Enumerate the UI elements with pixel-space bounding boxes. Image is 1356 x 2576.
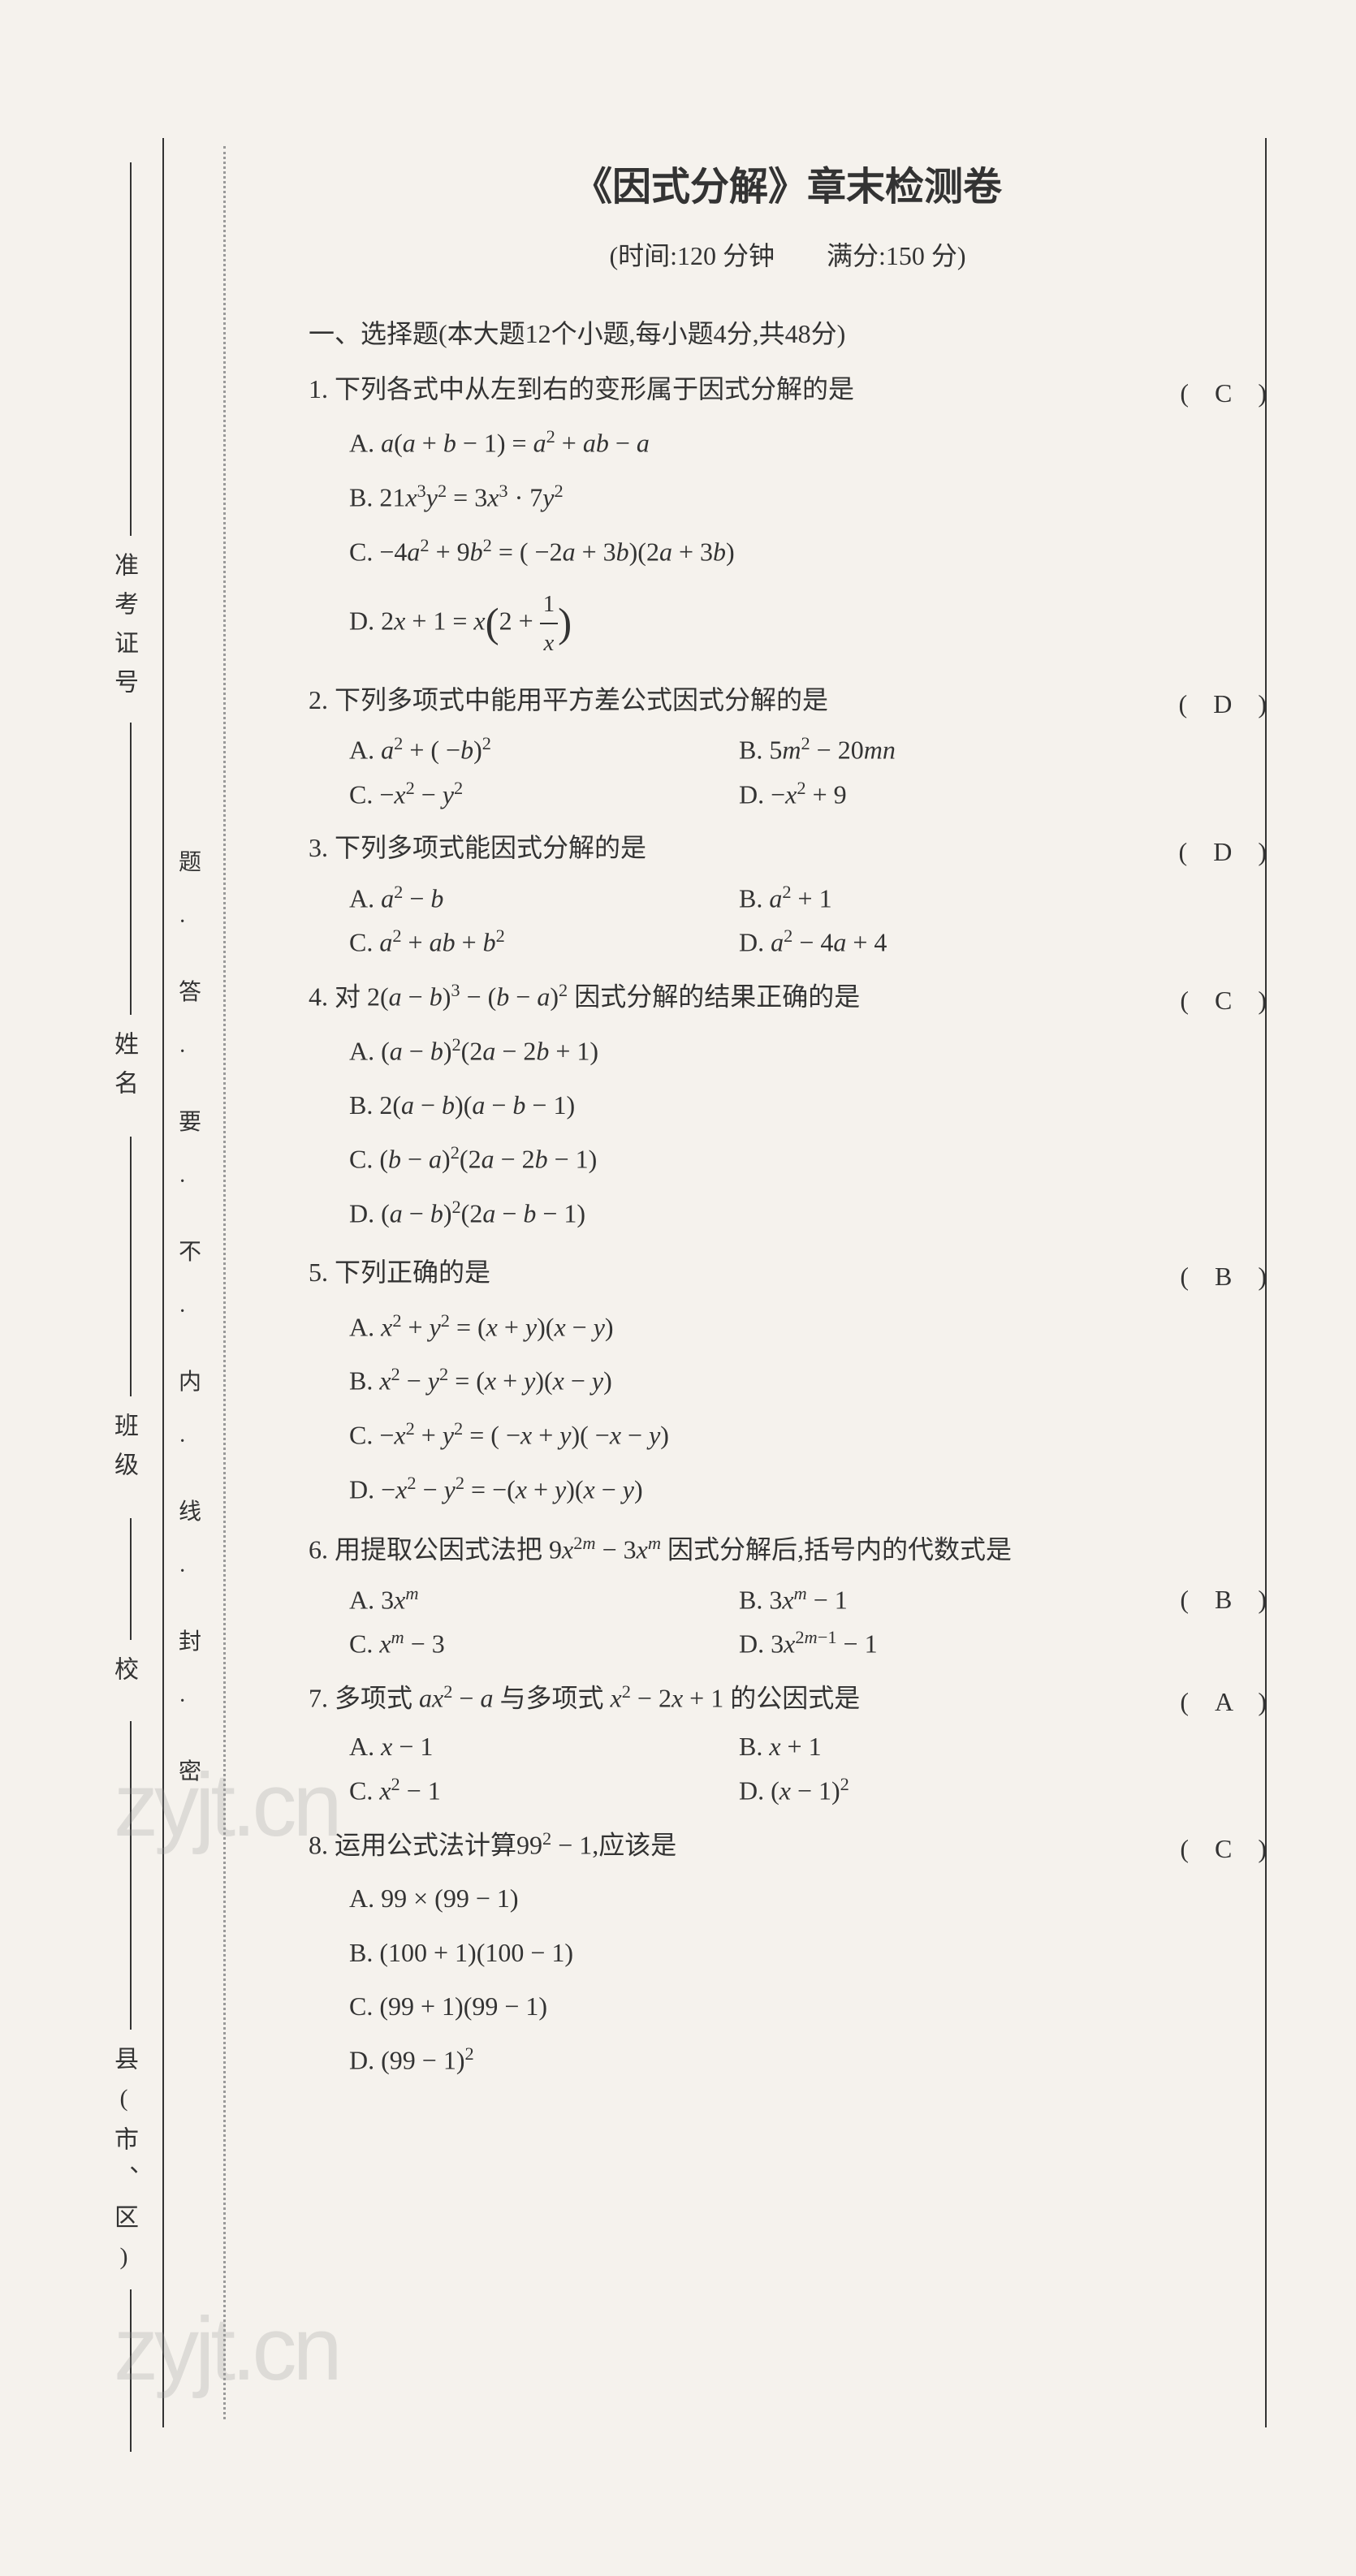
q2-optB: B. 5m2 − 20mn (739, 733, 1129, 766)
q7-optD: D. (x − 1)2 (739, 1774, 1129, 1806)
q3-row1: A. a2 − b B. a2 + 1 (349, 882, 1267, 914)
q2-row2: C. −x2 − y2 D. −x2 + 9 (349, 778, 1267, 810)
q2-answer: ( D ) (1179, 684, 1267, 721)
q8-answer: ( C ) (1180, 1828, 1267, 1866)
q5-answer: ( B ) (1180, 1256, 1267, 1293)
q3-optA: A. a2 − b (349, 882, 739, 914)
q5-text: 5. 下列正确的是 (309, 1252, 1145, 1293)
label-school: 校 (106, 1656, 141, 1695)
q6-answer: ( B ) (1180, 1579, 1267, 1616)
q7-optC: C. x2 − 1 (349, 1774, 739, 1806)
q4-optB: B. 2(a − b)(a − b − 1) (349, 1085, 1267, 1126)
q7-row1: A. x − 1 B. x + 1 (349, 1732, 1267, 1762)
q1-text: 1. 下列各式中从左到右的变形属于因式分解的是 (309, 369, 1145, 410)
q7-row2: C. x2 − 1 D. (x − 1)2 (349, 1774, 1267, 1806)
q3-answer: ( D ) (1179, 831, 1267, 869)
label-name: 姓名 (106, 1031, 141, 1109)
q4-answer: ( C ) (1180, 980, 1267, 1017)
q1-optC: C. −4a2 + 9b2 = ( −2a + 3b)(2a + 3b) (349, 531, 1267, 573)
q8-text: 8. 运用公式法计算992 − 1,应该是 (309, 1824, 1145, 1866)
q6-optB: B. 3xm − 1 (739, 1583, 1129, 1616)
question-4: 4. 对 2(a − b)3 − (b − a)2 因式分解的结果正确的是 ( … (309, 976, 1267, 1018)
q8-optB: B. (100 + 1)(100 − 1) (349, 1932, 1267, 1974)
q8-optC: C. (99 + 1)(99 − 1) (349, 1986, 1267, 2027)
q1-optA: A. a(a + b − 1) = a2 + ab − a (349, 422, 1267, 464)
q1-optB: B. 21x3y2 = 3x3 · 7y2 (349, 477, 1267, 519)
question-5: 5. 下列正确的是 ( B ) (309, 1252, 1267, 1293)
q3-row2: C. a2 + ab + b2 D. a2 − 4a + 4 (349, 926, 1267, 958)
q5-optA: A. x2 + y2 = (x + y)(x − y) (349, 1306, 1267, 1348)
q2-text: 2. 下列多项式中能用平方差公式因式分解的是 (309, 680, 1145, 721)
left-border (162, 138, 164, 2427)
q7-optA: A. x − 1 (349, 1732, 739, 1762)
q6-text: 6. 用提取公因式法把 9x2m − 3xm 因式分解后,括号内的代数式是 (309, 1529, 1267, 1571)
q1-answer: ( C ) (1180, 373, 1267, 410)
q2-optC: C. −x2 − y2 (349, 778, 739, 810)
label-district: 县(市、区) (106, 2046, 141, 2285)
exam-content: 《因式分解》章末检测卷 (时间:120 分钟 满分:150 分) 一、选择题(本… (309, 138, 1267, 2082)
q3-optB: B. a2 + 1 (739, 882, 1129, 914)
sidebar-info-column: 准考证号 姓名 班级 校 县(市、区) (106, 162, 154, 2354)
q2-row1: A. a2 + ( −b)2 B. 5m2 − 20mn (349, 733, 1267, 766)
label-class: 班级 (106, 1413, 141, 1491)
q3-text: 3. 下列多项式能因式分解的是 (309, 827, 1145, 869)
question-2: 2. 下列多项式中能用平方差公式因式分解的是 ( D ) (309, 680, 1267, 721)
q7-optB: B. x + 1 (739, 1732, 1129, 1762)
q8-optA: A. 99 × (99 − 1) (349, 1878, 1267, 1919)
q1-optD: D. 2x + 1 = x(2 + 1x) (349, 585, 1267, 662)
q3-optD: D. a2 − 4a + 4 (739, 926, 1129, 958)
question-8: 8. 运用公式法计算992 − 1,应该是 ( C ) (309, 1824, 1267, 1866)
label-exam-id: 准考证号 (106, 552, 141, 708)
question-3: 3. 下列多项式能因式分解的是 ( D ) (309, 827, 1267, 869)
q7-text: 7. 多项式 ax2 − a 与多项式 x2 − 2x + 1 的公因式是 (309, 1677, 1145, 1719)
q2-optD: D. −x2 + 9 (739, 778, 1129, 810)
q6-optC: C. xm − 3 (349, 1627, 739, 1659)
q4-text: 4. 对 2(a − b)3 − (b − a)2 因式分解的结果正确的是 (309, 976, 1145, 1018)
q5-optD: D. −x2 − y2 = −(x + y)(x − y) (349, 1469, 1267, 1511)
q6-row1: A. 3xm B. 3xm − 1 (349, 1583, 1267, 1616)
q8-optD: D. (99 − 1)2 (349, 2039, 1267, 2082)
question-1: 1. 下列各式中从左到右的变形属于因式分解的是 ( C ) (309, 369, 1267, 410)
q3-optC: C. a2 + ab + b2 (349, 926, 739, 958)
question-6: 6. 用提取公因式法把 9x2m − 3xm 因式分解后,括号内的代数式是 (309, 1529, 1267, 1571)
q5-optC: C. −x2 + y2 = ( −x + y)( −x − y) (349, 1414, 1267, 1456)
q6-row2: C. xm − 3 D. 3x2m−1 − 1 (349, 1627, 1267, 1659)
q6-optA: A. 3xm (349, 1583, 739, 1616)
q5-optB: B. x2 − y2 = (x + y)(x − y) (349, 1360, 1267, 1402)
q7-answer: ( A ) (1180, 1681, 1267, 1719)
exam-page: 《因式分解》章末检测卷 (时间:120 分钟 满分:150 分) 一、选择题(本… (162, 138, 1283, 2452)
q2-optA: A. a2 + ( −b)2 (349, 733, 739, 766)
section-1-header: 一、选择题(本大题12个小题,每小题4分,共48分) (309, 313, 1267, 351)
q4-optD: D. (a − b)2(2a − b − 1) (349, 1193, 1267, 1235)
q6-optD: D. 3x2m−1 − 1 (739, 1627, 1129, 1659)
question-7: 7. 多项式 ax2 − a 与多项式 x2 − 2x + 1 的公因式是 ( … (309, 1677, 1267, 1719)
q4-optC: C. (b − a)2(2a − 2b − 1) (349, 1138, 1267, 1180)
q4-optA: A. (a − b)2(2a − 2b + 1) (349, 1030, 1267, 1072)
page-subtitle: (时间:120 分钟 满分:150 分) (309, 235, 1267, 273)
page-title: 《因式分解》章末检测卷 (309, 154, 1267, 211)
